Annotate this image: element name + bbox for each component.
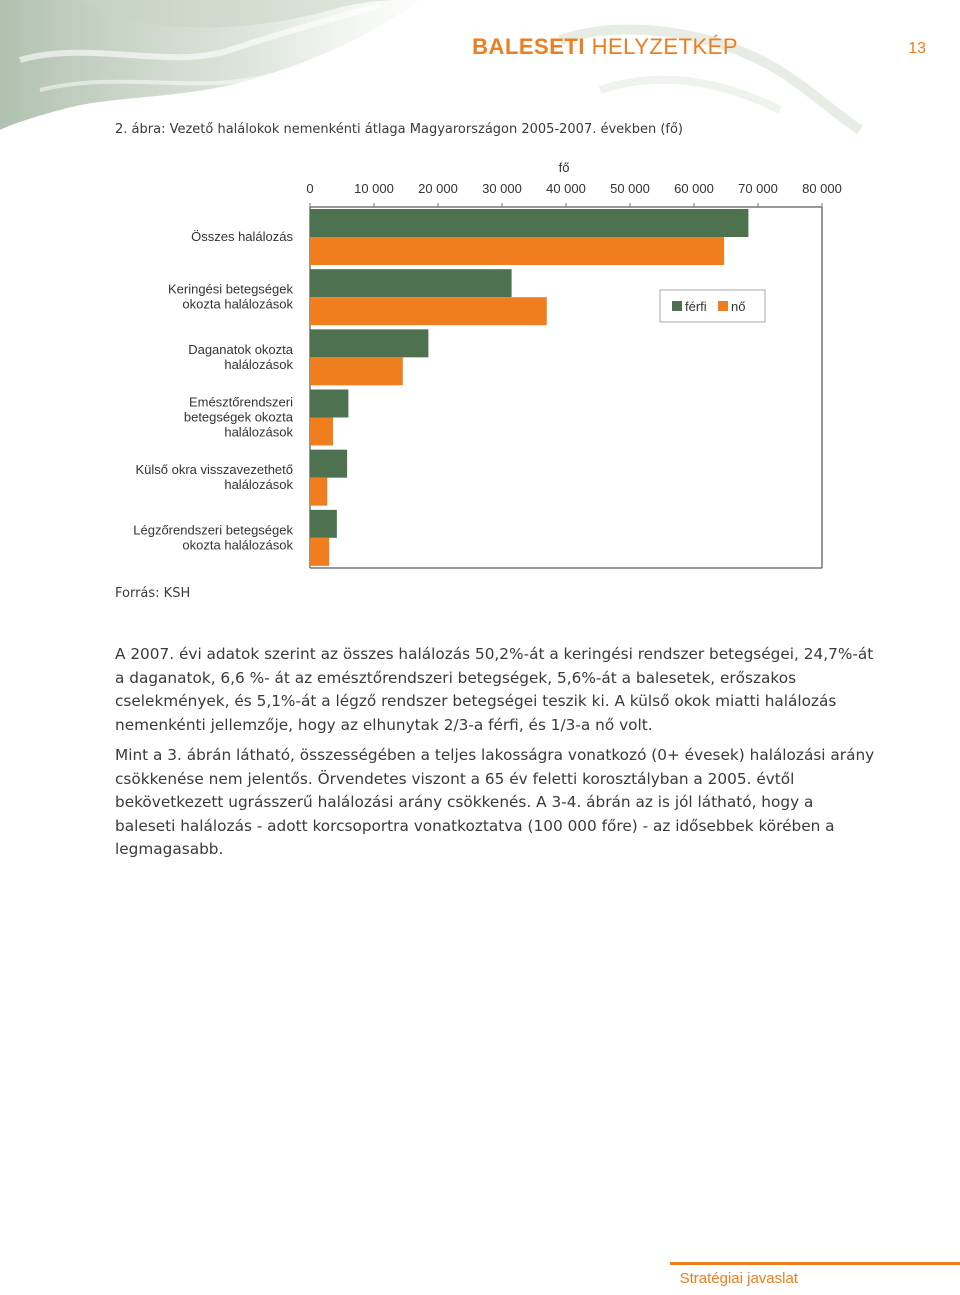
source-note: Forrás: KSH	[115, 586, 191, 601]
section-title: BALESETI HELYZETKÉP	[472, 34, 738, 60]
section-title-bold: BALESETI	[472, 34, 585, 59]
bar-no	[310, 297, 547, 326]
figure-caption: 2. ábra: Vezető halálokok nemenkénti átl…	[115, 122, 683, 137]
bar-chart: fő 0 10 000 20 000 30 000 40 000 50 000 60 000 7…	[133, 160, 842, 569]
category-label: halálozások	[224, 477, 293, 492]
x-tick-label: 60 000	[674, 181, 714, 196]
bar-no	[310, 237, 725, 265]
legend-label-no: nő	[731, 299, 745, 314]
category-label: Emésztőrendszeri	[189, 395, 293, 410]
legend-swatch-ferfi	[672, 301, 682, 311]
category-label: Összes halálozás	[191, 229, 293, 244]
category-label: Külső okra visszavezethető	[135, 462, 293, 477]
footer-rule	[670, 1262, 960, 1265]
bar-ferfi	[310, 449, 348, 478]
category-label: okozta halálozások	[182, 537, 293, 552]
bar-ferfi	[310, 269, 512, 298]
section-title-rest: HELYZETKÉP	[584, 34, 738, 59]
category-label: Daganatok okozta	[188, 342, 294, 357]
bar-no	[310, 417, 334, 446]
paragraph: A 2007. évi adatok szerint az összes hal…	[115, 645, 874, 734]
x-tick-label: 80 000	[802, 181, 842, 196]
category-label: Légzőrendszeri betegségek	[133, 522, 293, 537]
bar-ferfi	[310, 209, 749, 237]
x-tick-label: 10 000	[354, 181, 394, 196]
bar-ferfi	[310, 329, 429, 358]
category-label: okozta halálozások	[182, 297, 293, 312]
category-label: betegségek okozta	[184, 410, 294, 425]
bar-no	[310, 537, 330, 566]
x-axis-title: fő	[559, 160, 570, 175]
bar-no	[310, 357, 403, 386]
x-tick-label: 70 000	[738, 181, 778, 196]
bar-no	[310, 477, 328, 506]
legend-swatch-no	[718, 301, 728, 311]
category-label: halálozások	[224, 357, 293, 372]
category-label: Keringési betegségek	[168, 282, 294, 297]
category-label: halálozások	[224, 425, 293, 440]
page-number: 13	[908, 40, 926, 57]
x-tick-label: 40 000	[546, 181, 586, 196]
footer-label: Stratégiai javaslat	[679, 1270, 798, 1287]
x-tick-label: 30 000	[482, 181, 522, 196]
x-tick-label: 0	[306, 181, 313, 196]
bar-ferfi	[310, 389, 349, 418]
paragraph: Mint a 3. ábrán látható, összességében a…	[115, 746, 875, 858]
legend-label-ferfi: férfi	[685, 299, 707, 314]
bar-ferfi	[310, 509, 337, 538]
x-tick-label: 20 000	[418, 181, 458, 196]
header-decoration-image	[0, 0, 863, 135]
x-tick-label: 50 000	[610, 181, 650, 196]
body-text: A 2007. évi adatok szerint az összes hal…	[115, 643, 875, 869]
